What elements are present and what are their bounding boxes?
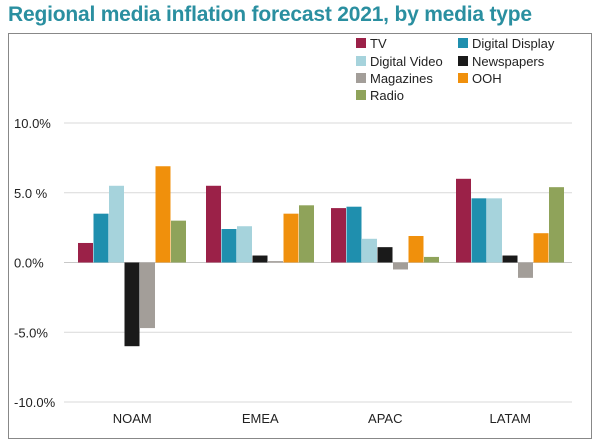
y-tick-label: -10.0% [14, 395, 56, 410]
bar [424, 256, 439, 263]
legend-swatch [458, 73, 468, 83]
legend-swatch [356, 73, 366, 83]
y-tick-label: 0.0% [14, 256, 44, 271]
legend-label: Radio [370, 88, 404, 103]
bar [456, 178, 471, 263]
bar [124, 262, 140, 347]
y-tick-label: 10.0% [14, 116, 51, 131]
bar [331, 208, 346, 263]
bar [78, 242, 93, 263]
category-label: LATAM [490, 411, 531, 426]
legend-label: Magazines [370, 71, 433, 86]
chart-frame [8, 33, 592, 439]
bar [283, 213, 299, 263]
bar [549, 187, 564, 263]
bar [252, 255, 268, 263]
bar [93, 213, 109, 263]
bar [518, 262, 533, 278]
legend-label: Newspapers [472, 54, 545, 69]
legend-swatch [356, 90, 366, 100]
y-tick-label: 5.0 % [14, 186, 48, 201]
bar [362, 238, 377, 263]
legend-swatch [458, 56, 468, 66]
legend-swatch [356, 38, 366, 48]
category-label: APAC [368, 411, 402, 426]
bar [487, 198, 502, 263]
bar [109, 185, 124, 263]
bar [393, 262, 408, 270]
bar [140, 262, 155, 329]
bar [408, 235, 424, 263]
bar [377, 247, 393, 263]
bar [346, 206, 362, 263]
bar [206, 185, 221, 263]
bar [237, 226, 252, 263]
bar [221, 229, 237, 263]
bar [471, 198, 487, 263]
bar [171, 220, 186, 263]
legend-swatch [356, 56, 366, 66]
legend-label: Digital Display [472, 36, 555, 51]
bar [299, 205, 314, 263]
category-label: EMEA [242, 411, 279, 426]
bar [155, 166, 171, 263]
legend-label: Digital Video [370, 54, 443, 69]
bar [533, 233, 549, 263]
bar [268, 261, 283, 263]
legend-label: OOH [472, 71, 502, 86]
bar [502, 255, 518, 263]
category-label: NOAM [113, 411, 152, 426]
legend-swatch [458, 38, 468, 48]
legend-label: TV [370, 36, 387, 51]
y-tick-label: -5.0% [14, 325, 48, 340]
chart-title: Regional media inflation forecast 2021, … [8, 3, 532, 26]
